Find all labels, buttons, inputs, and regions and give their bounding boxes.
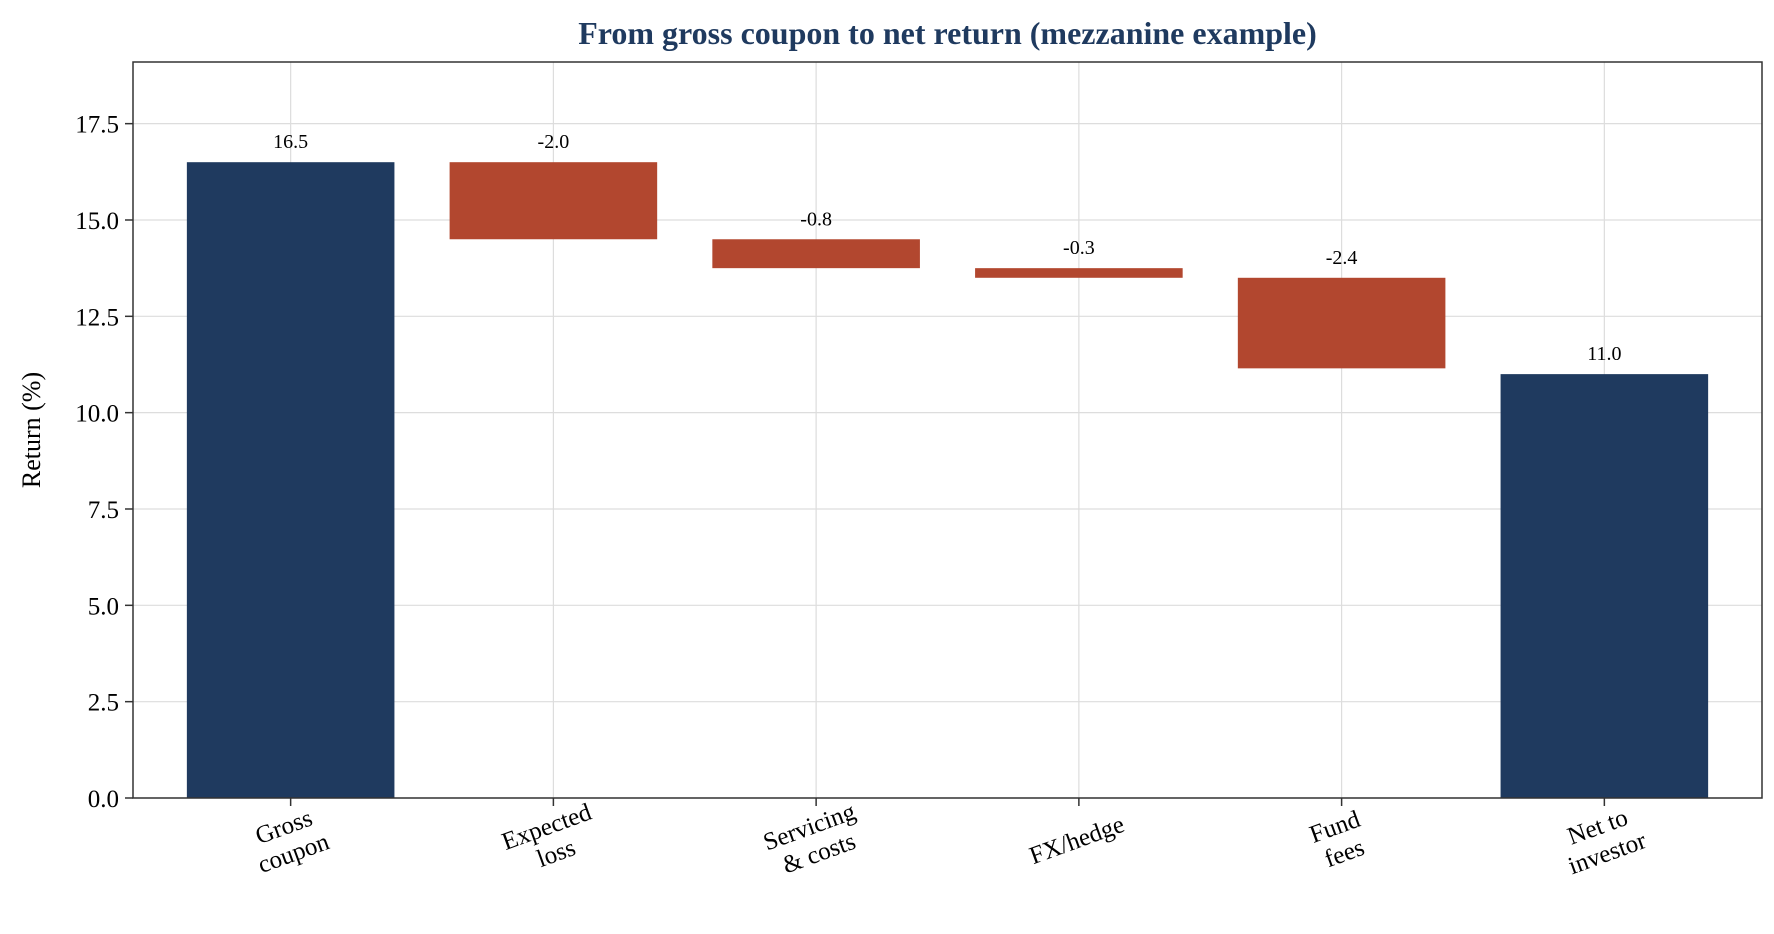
data-label: -2.4 — [1326, 247, 1358, 269]
data-label: -2.0 — [538, 131, 570, 153]
bar-total — [186, 162, 395, 798]
y-tick-label: 12.5 — [75, 304, 119, 331]
y-tick-label: 2.5 — [88, 690, 119, 717]
y-tick-label: 10.0 — [75, 401, 119, 428]
x-tick-label: Servicing& costs — [760, 798, 860, 879]
y-tick-label: 15.0 — [75, 208, 119, 235]
data-label: -0.3 — [1063, 237, 1095, 259]
y-tick-label: 17.5 — [75, 112, 119, 139]
y-axis-label: Return (%) — [17, 372, 46, 488]
y-tick-label: 5.0 — [88, 593, 119, 620]
bars — [186, 162, 1709, 798]
x-tick-label-line: FX/hedge — [1026, 811, 1128, 870]
data-label: 16.5 — [273, 131, 308, 153]
data-label: 11.0 — [1587, 343, 1621, 365]
y-tick-label: 0.0 — [88, 786, 119, 813]
plot-frame — [132, 61, 1763, 799]
bar-delta — [1237, 277, 1446, 369]
bar-delta — [975, 268, 1183, 278]
bar-delta — [449, 162, 658, 240]
x-tick-label: FX/hedge — [1026, 811, 1128, 870]
data-label: -0.8 — [800, 208, 832, 230]
bar-delta — [712, 239, 920, 269]
y-tick-label: 7.5 — [88, 497, 119, 524]
data-labels: 16.5 -2.0 -0.8 -0.3 -2.4 11.0 — [273, 131, 1621, 365]
bar-total — [1500, 374, 1709, 798]
chart-title: From gross coupon to net return (mezzani… — [578, 15, 1317, 51]
